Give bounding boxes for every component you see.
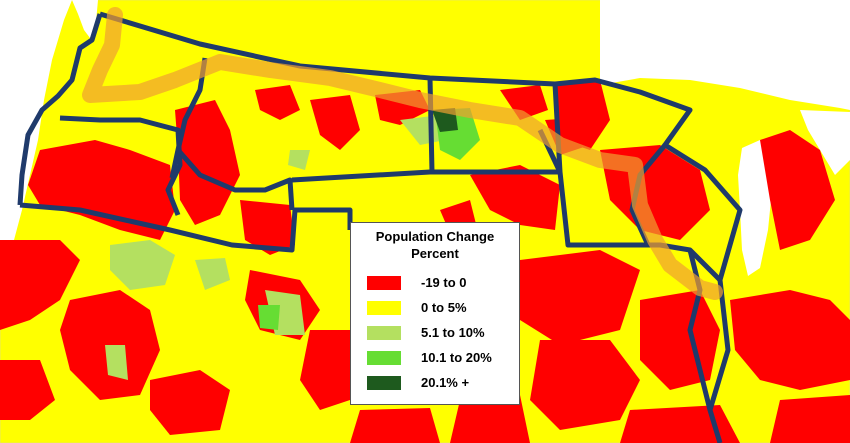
legend-item: 10.1 to 20% [351, 345, 519, 370]
legend-swatch [367, 350, 401, 365]
legend-swatch [367, 325, 401, 340]
state-borders [17, 11, 743, 443]
legend-label: 5.1 to 10% [421, 325, 485, 340]
legend-swatch [367, 375, 401, 390]
legend-label: 10.1 to 20% [421, 350, 492, 365]
legend-title: Population Change Percent [351, 228, 519, 262]
legend-item: 5.1 to 10% [351, 320, 519, 345]
lake-michigan [738, 140, 772, 276]
lake-superior [600, 0, 850, 110]
legend-swatch [367, 275, 401, 290]
legend-swatch [367, 300, 401, 315]
legend-item: 0 to 5% [351, 295, 519, 320]
legend-title-line1: Population Change [375, 229, 495, 244]
map-legend: Population Change Percent -19 to 0 0 to … [350, 222, 520, 405]
legend-title-line2: Percent [411, 246, 459, 261]
legend-item: -19 to 0 [351, 270, 519, 295]
legend-label: 0 to 5% [421, 300, 467, 315]
legend-label: -19 to 0 [421, 275, 467, 290]
puget-sound [72, 0, 98, 38]
highlighted-route [82, 7, 723, 300]
legend-items: -19 to 0 0 to 5% 5.1 to 10% 10.1 to 20% … [351, 270, 519, 395]
lake-huron [800, 110, 850, 175]
legend-item: 20.1% + [351, 370, 519, 395]
legend-label: 20.1% + [421, 375, 470, 390]
